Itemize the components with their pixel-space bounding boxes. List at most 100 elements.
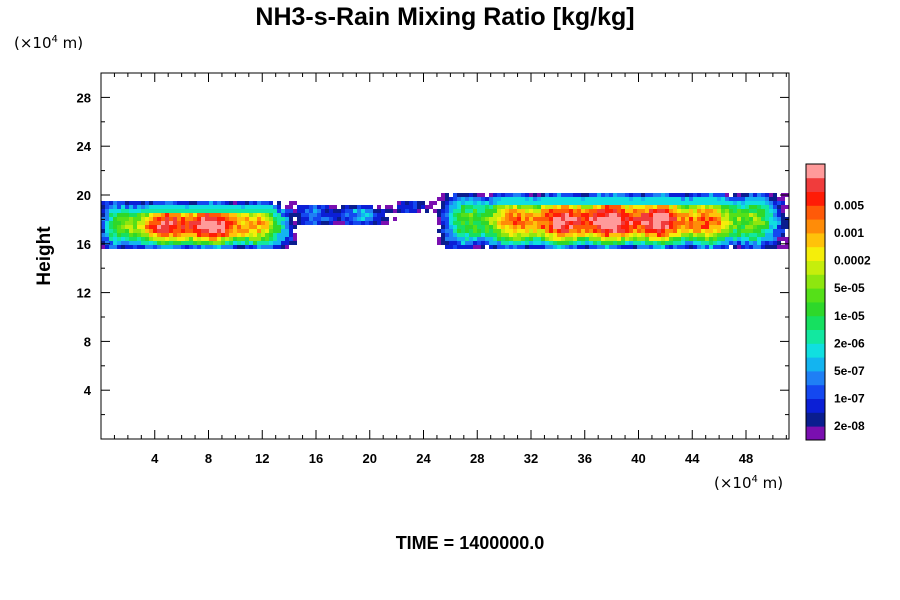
field-cell [557, 233, 561, 237]
field-cell [581, 209, 585, 213]
field-cell [541, 233, 545, 237]
field-cell [657, 229, 661, 233]
field-cell [705, 245, 709, 249]
field-cell [477, 205, 481, 209]
field-cell [585, 225, 589, 229]
field-cell [773, 217, 777, 221]
field-cell [309, 217, 313, 221]
colorbar-swatch [806, 329, 825, 344]
field-cell [253, 201, 257, 205]
field-cell [725, 233, 729, 237]
field-cell [349, 205, 353, 209]
field-cell [281, 233, 285, 237]
field-cell [253, 225, 257, 229]
field-cell [149, 201, 153, 205]
field-cell [565, 205, 569, 209]
field-cell [129, 245, 133, 249]
field-cell [605, 217, 609, 221]
colorbar-swatch [806, 302, 825, 317]
field-cell [549, 193, 553, 197]
field-cell [373, 217, 377, 221]
field-cell [185, 209, 189, 213]
field-cell [669, 241, 673, 245]
field-cell [245, 221, 249, 225]
field-cell [621, 237, 625, 241]
field-cell [517, 197, 521, 201]
field-cell [741, 237, 745, 241]
field-cell [101, 225, 105, 229]
field-cell [125, 217, 129, 221]
field-cell [145, 225, 149, 229]
field-cell [425, 205, 429, 209]
field-cell [293, 201, 297, 205]
field-cell [385, 221, 389, 225]
field-cell [689, 233, 693, 237]
field-cell [637, 209, 641, 213]
field-cell [697, 209, 701, 213]
field-cell [757, 201, 761, 205]
field-cell [241, 229, 245, 233]
field-cell [125, 221, 129, 225]
field-cell [153, 221, 157, 225]
field-cell [341, 209, 345, 213]
field-cell [473, 241, 477, 245]
field-cell [661, 205, 665, 209]
field-cell [733, 225, 737, 229]
field-cell [189, 201, 193, 205]
field-cell [569, 217, 573, 221]
field-cell [705, 237, 709, 241]
field-cell [145, 217, 149, 221]
field-cell [681, 217, 685, 221]
field-cell [613, 225, 617, 229]
field-cell [165, 245, 169, 249]
field-cell [525, 209, 529, 213]
field-cell [325, 205, 329, 209]
field-cell [161, 213, 165, 217]
field-cell [253, 209, 257, 213]
field-cell [241, 233, 245, 237]
field-cell [453, 221, 457, 225]
field-cell [761, 205, 765, 209]
field-cell [541, 201, 545, 205]
field-cell [121, 241, 125, 245]
field-cell [781, 217, 785, 221]
field-cell [277, 225, 281, 229]
field-cell [449, 237, 453, 241]
colorbar-tick-label: 0.001 [834, 226, 864, 240]
field-cell [709, 213, 713, 217]
field-cell [649, 241, 653, 245]
field-cell [341, 221, 345, 225]
field-cell [665, 209, 669, 213]
field-cell [517, 233, 521, 237]
field-cell [137, 221, 141, 225]
field-cell [613, 205, 617, 209]
field-cell [197, 233, 201, 237]
field-cell [761, 225, 765, 229]
field-cell [701, 241, 705, 245]
field-cell [497, 221, 501, 225]
field-cell [597, 221, 601, 225]
colorbar-swatch [806, 260, 825, 275]
field-cell [117, 241, 121, 245]
field-cell [413, 205, 417, 209]
field-cell [329, 209, 333, 213]
field-cell [661, 225, 665, 229]
field-cell [221, 213, 225, 217]
field-cell [157, 225, 161, 229]
field-cell [485, 205, 489, 209]
field-cell [665, 221, 669, 225]
field-cell [681, 201, 685, 205]
field-cell [673, 245, 677, 249]
field-cell [649, 201, 653, 205]
field-cell [481, 241, 485, 245]
field-cell [505, 241, 509, 245]
field-cell [489, 213, 493, 217]
field-cell [337, 213, 341, 217]
field-cell [725, 245, 729, 249]
field-cell [713, 241, 717, 245]
field-cell [505, 205, 509, 209]
field-cell [517, 217, 521, 221]
field-cell [209, 237, 213, 241]
field-cell [469, 197, 473, 201]
field-cell [221, 205, 225, 209]
